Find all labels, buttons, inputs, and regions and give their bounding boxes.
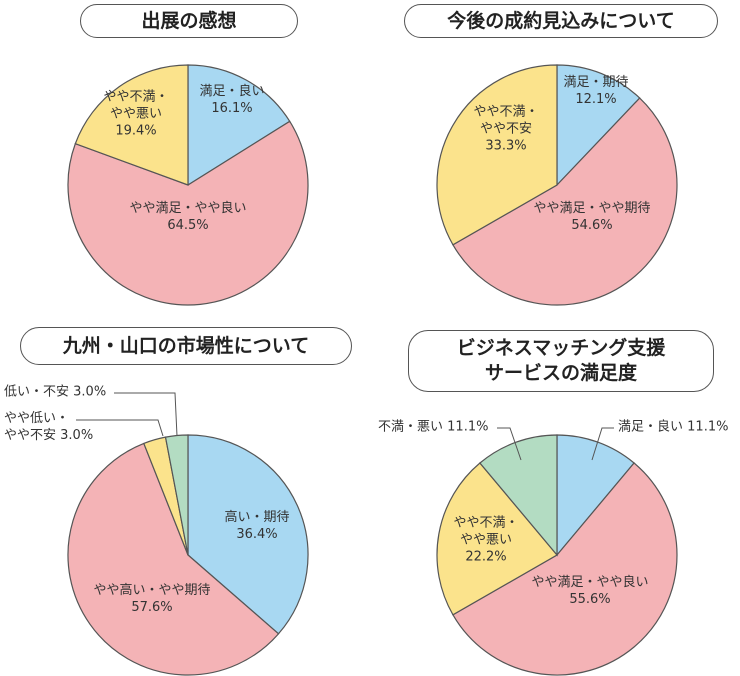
category-label: 不満・悪い (378, 419, 444, 435)
category-label: 低い・不安 (4, 384, 70, 400)
slice-label: やや満足・やや良い 55.6% (531, 575, 648, 609)
slice-label: 満足・良い 11.1% (618, 420, 728, 437)
category-label: 高い・期待 (224, 510, 290, 526)
category-label: やや低い・ やや不安 (4, 411, 70, 443)
pie-slice (436, 64, 558, 246)
category-label: やや満足・やや良い (129, 201, 247, 217)
slice-label: やや満足・やや良い 64.5% (129, 201, 246, 235)
value-label: 22.2% (465, 549, 507, 565)
slice-label: やや不満・ やや不安 33.3% (473, 105, 538, 156)
leader-line (114, 392, 178, 437)
leader-line (497, 427, 522, 461)
slice-label: やや高い・やや期待 57.6% (93, 583, 210, 617)
pie-slice (556, 64, 641, 187)
value-label: 3.0% (60, 428, 94, 443)
slice-label: 満足・良い 16.1% (199, 84, 264, 118)
value-label: 12.1% (575, 92, 617, 107)
chart-title: 出展の感想 (80, 4, 298, 38)
category-label: 満足・良い (618, 419, 684, 435)
value-label: 54.6% (571, 218, 613, 233)
value-label: 55.6% (569, 592, 611, 607)
pie-slice (67, 442, 280, 676)
category-label: やや満足・やや良い (531, 575, 649, 591)
value-label: 33.3% (485, 138, 527, 154)
pie-slice (187, 434, 309, 635)
value-label: 16.1% (211, 101, 253, 116)
value-label: 11.1% (447, 419, 489, 435)
pie-slice (452, 462, 678, 676)
category-label: やや高い・やや期待 (93, 583, 211, 599)
value-label: 19.4% (115, 123, 157, 139)
pie-slice (436, 462, 558, 616)
chart-title: ビジネスマッチング支援 サービスの満足度 (408, 330, 714, 392)
category-label: やや不満・ やや悪い (103, 89, 169, 122)
category-label: やや不満・ やや悪い (453, 515, 519, 548)
slice-label: やや不満・ やや悪い 19.4% (103, 90, 168, 141)
value-label: 57.6% (131, 600, 173, 615)
value-label: 64.5% (167, 218, 209, 233)
category-label: 満足・期待 (563, 75, 629, 91)
category-label: やや不満・ やや不安 (473, 104, 539, 137)
slice-label: 高い・期待 36.4% (224, 510, 289, 544)
category-label: やや満足・やや期待 (533, 201, 651, 217)
leader-line (591, 427, 614, 461)
chart-title: 九州・山口の市場性について (20, 327, 352, 365)
value-label: 3.0% (73, 384, 107, 400)
pie-slice (74, 64, 189, 186)
pie-slice (67, 120, 309, 306)
leader-line (76, 419, 164, 437)
slice-label: やや低い・ やや不安 3.0% (4, 411, 93, 445)
slice-label: やや不満・ やや悪い 22.2% (453, 516, 518, 567)
value-label: 36.4% (236, 527, 278, 542)
pie-slice (452, 97, 678, 306)
slice-label: やや満足・やや期待 54.6% (533, 201, 650, 235)
pie-slice (187, 64, 291, 187)
category-label: 満足・良い (199, 84, 265, 100)
pie-slice (479, 434, 558, 557)
slice-label: 満足・期待 12.1% (563, 75, 628, 109)
slice-label: 低い・不安 3.0% (4, 385, 106, 402)
slice-label: 不満・悪い 11.1% (378, 420, 488, 437)
chart-title: 今後の成約見込みについて (404, 4, 718, 38)
value-label: 11.1% (687, 419, 729, 435)
